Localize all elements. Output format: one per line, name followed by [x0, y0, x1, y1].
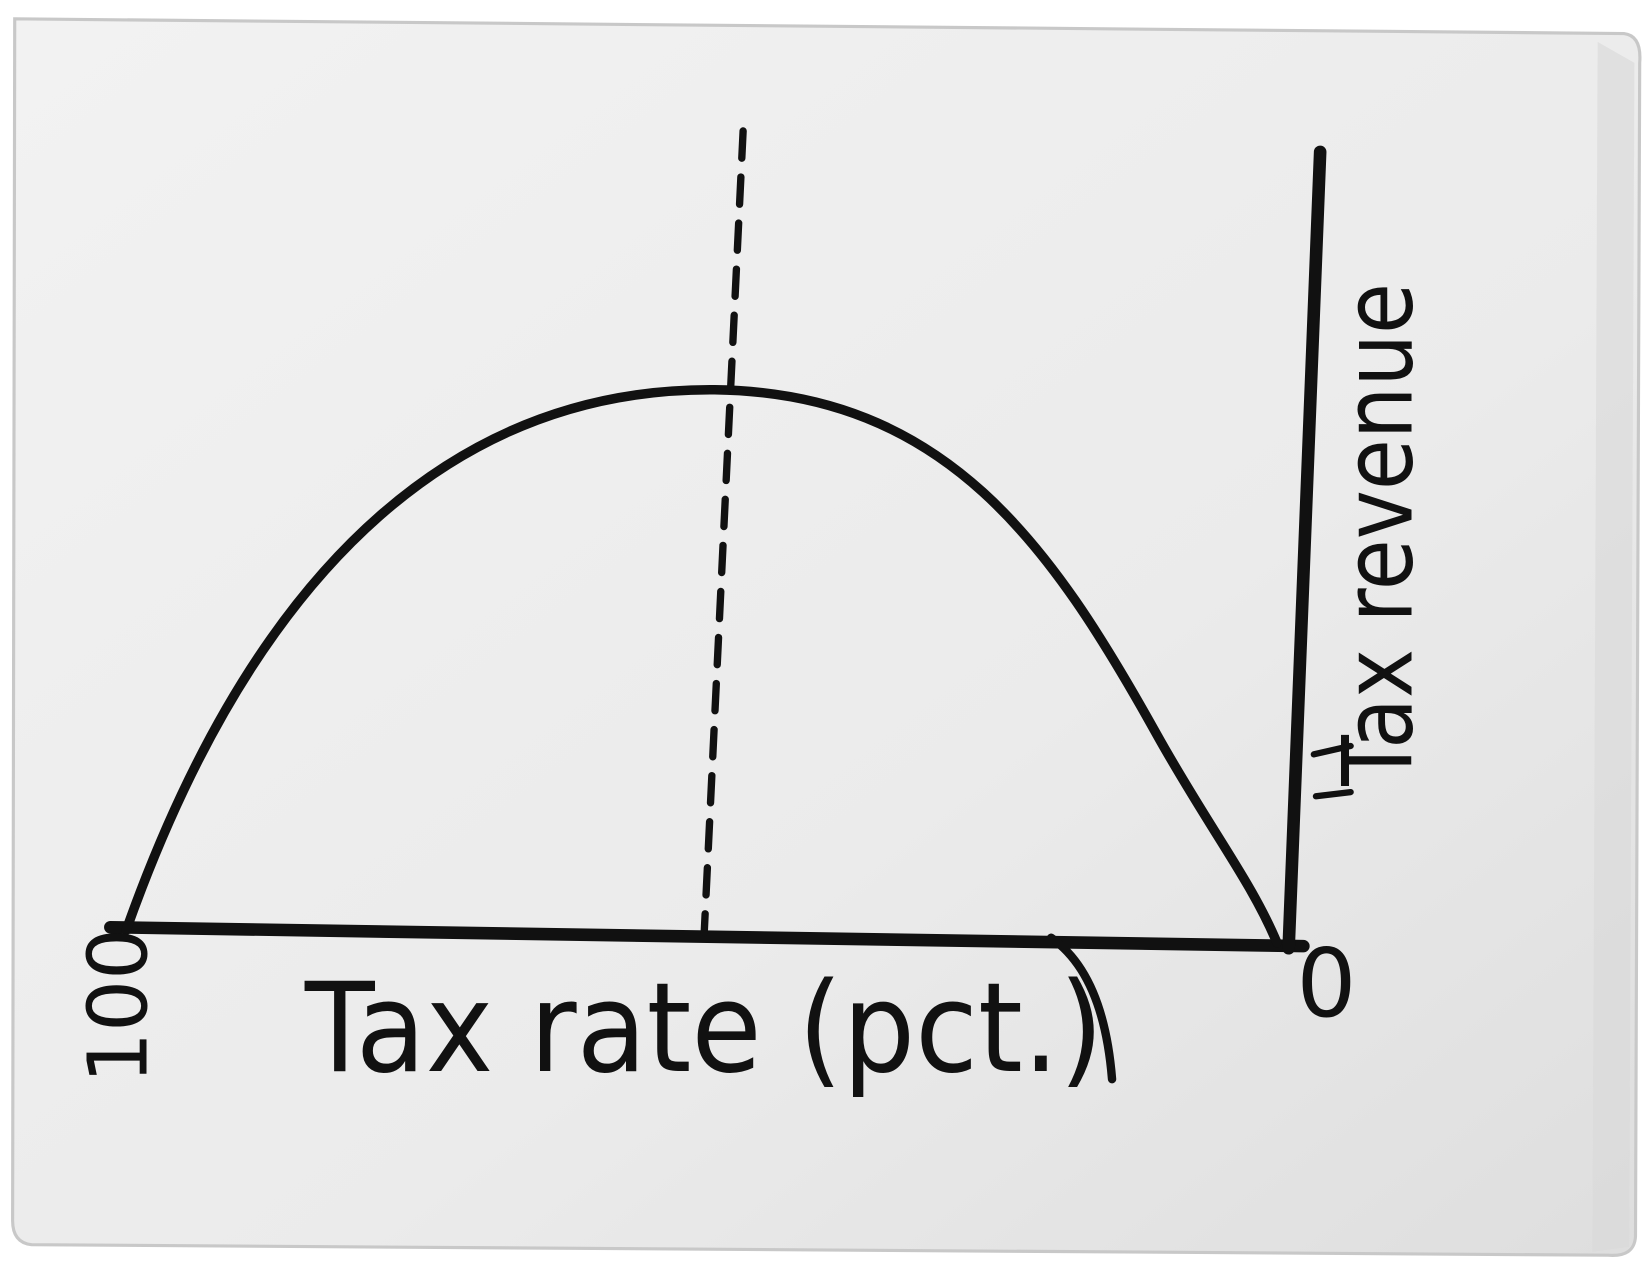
peak-line — [700, 127, 747, 937]
x-axis — [104, 920, 1310, 953]
x-start-label: 100 — [71, 928, 166, 1084]
axis-tick — [1310, 742, 1354, 800]
y-axis — [1282, 145, 1327, 955]
laffer-curve — [121, 385, 1282, 948]
x-end-label: 0 — [1296, 929, 1356, 1039]
paren-stroke — [1046, 933, 1117, 1084]
x-axis-label: Tax rate (pct.) — [304, 957, 1104, 1101]
napkin-fold — [1592, 41, 1635, 1253]
y-axis-label: Tax revenue — [1322, 283, 1435, 787]
